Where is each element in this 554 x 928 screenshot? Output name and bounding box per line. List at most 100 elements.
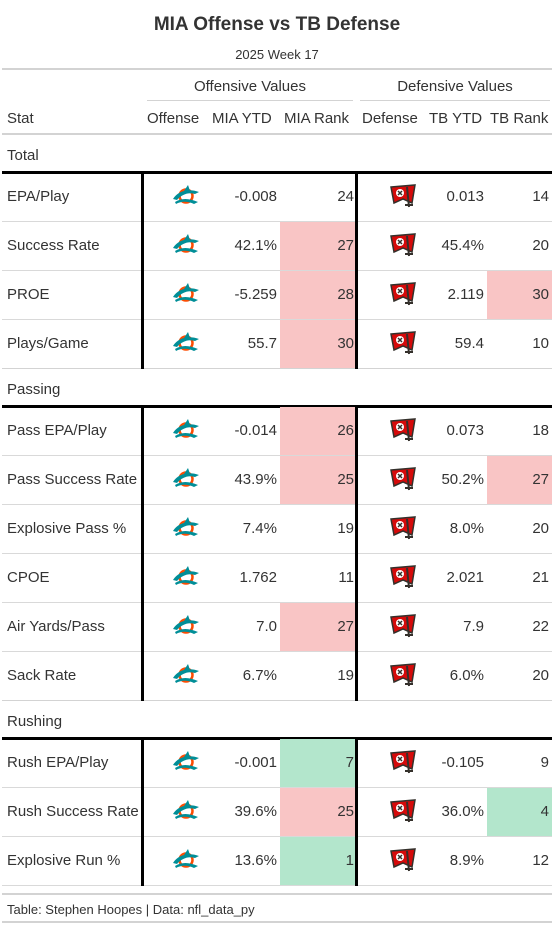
stat-name: Rush EPA/Play [7, 754, 109, 771]
mia-rank-value: 30 [280, 320, 357, 368]
mia-ytd-value: -5.259 [234, 286, 277, 303]
column-divider [141, 171, 144, 369]
mia-rank-value: 19 [337, 667, 354, 684]
dolphins-logo-icon [172, 564, 202, 595]
column-divider [355, 405, 358, 701]
table-title: MIA Offense vs TB Defense [153, 14, 401, 35]
section-rule [2, 737, 552, 740]
table-row: Rush Success Rate 39.6% 25 36.0% 4 [2, 788, 552, 837]
tb-ytd-value: -0.105 [441, 754, 484, 771]
stat-name: PROE [7, 286, 50, 303]
dolphins-logo-icon [172, 515, 202, 546]
stat-name: Explosive Run % [7, 852, 121, 869]
tb-ytd-value: 0.073 [446, 422, 484, 439]
col-tb-rank: TB Rank [490, 110, 549, 127]
stat-name: Plays/Game [7, 335, 89, 352]
section-label-total: Total [7, 147, 39, 164]
mia-ytd-value: -0.001 [234, 754, 277, 771]
dolphins-logo-icon [172, 183, 202, 214]
row-divider [2, 700, 552, 701]
table-row: Explosive Pass % 7.4% 19 8.0% 20 [2, 505, 552, 554]
table-bottom-rule [2, 893, 552, 895]
dolphins-logo-icon [172, 330, 202, 361]
buccaneers-logo-icon [388, 847, 418, 880]
dolphins-logo-icon [172, 613, 202, 644]
row-divider [2, 602, 552, 603]
row-divider [2, 455, 552, 456]
tb-ytd-value: 59.4 [454, 335, 484, 352]
mia-ytd-value: -0.014 [234, 422, 277, 439]
table-row: Pass EPA/Play -0.014 26 0.073 18 [2, 407, 552, 456]
tb-rank-value: 20 [532, 237, 549, 254]
table-row: PROE -5.259 28 2.119 30 [2, 271, 552, 320]
stat-name: Pass Success Rate [7, 471, 138, 488]
row-divider [2, 319, 552, 320]
tb-ytd-value: 36.0% [441, 803, 484, 820]
mia-ytd-value: 55.7 [247, 335, 277, 352]
buccaneers-logo-icon [388, 515, 418, 548]
tb-rank-value: 4 [487, 788, 552, 836]
dolphins-logo-icon [172, 662, 202, 693]
mia-rank-value: 7 [280, 739, 357, 787]
offensive-group-rule [147, 100, 353, 101]
row-divider [2, 270, 552, 271]
table-row: Success Rate 42.1% 27 45.4% 20 [2, 222, 552, 271]
stat-name: Rush Success Rate [7, 803, 139, 820]
mia-rank-value: 27 [280, 603, 357, 651]
mia-rank-value: 25 [280, 788, 357, 836]
section-rule [2, 171, 552, 174]
mia-rank-value: 25 [280, 456, 357, 504]
col-stat: Stat [7, 110, 34, 127]
tb-rank-value: 30 [487, 271, 552, 319]
buccaneers-logo-icon [388, 281, 418, 314]
mia-ytd-value: 7.4% [242, 520, 277, 537]
tb-rank-value: 18 [532, 422, 549, 439]
col-mia-ytd: MIA YTD [212, 110, 272, 127]
column-divider [141, 405, 144, 701]
tb-ytd-value: 45.4% [441, 237, 484, 254]
section-label-passing: Passing [7, 381, 61, 398]
mia-ytd-value: 7.0 [256, 618, 277, 635]
dolphins-logo-icon [172, 232, 202, 263]
buccaneers-logo-icon [388, 183, 418, 216]
table-row: Sack Rate 6.7% 19 6.0% 20 [2, 652, 552, 701]
defensive-values-group: Defensive Values [397, 78, 513, 95]
table-row: Rush EPA/Play -0.001 7 -0.105 9 [2, 739, 552, 788]
mia-rank-value: 24 [337, 188, 354, 205]
buccaneers-logo-icon [388, 564, 418, 597]
dolphins-logo-icon [172, 847, 202, 878]
row-divider [2, 885, 552, 886]
tb-ytd-value: 7.9 [463, 618, 484, 635]
mia-ytd-value: 43.9% [234, 471, 277, 488]
tb-ytd-value: 8.9% [449, 852, 484, 869]
mia-rank-value: 11 [338, 569, 354, 586]
tb-rank-value: 9 [540, 754, 549, 771]
mia-rank-value: 28 [280, 271, 357, 319]
row-divider [2, 787, 552, 788]
tb-ytd-value: 6.0% [449, 667, 484, 684]
row-divider [2, 368, 552, 369]
tb-rank-value: 20 [532, 667, 549, 684]
buccaneers-logo-icon [388, 466, 418, 499]
tb-rank-value: 22 [532, 618, 549, 635]
row-divider [2, 504, 552, 505]
header-bottom-rule [2, 133, 552, 135]
table-row: Explosive Run % 13.6% 1 8.9% 12 [2, 837, 552, 886]
table-row: Pass Success Rate 43.9% 25 50.2% 27 [2, 456, 552, 505]
col-mia-rank: MIA Rank [284, 110, 350, 127]
col-defense: Defense [362, 110, 418, 127]
mia-ytd-value: 13.6% [234, 852, 277, 869]
table-row: EPA/Play -0.008 24 0.013 14 [2, 173, 552, 222]
tb-rank-value: 12 [532, 852, 549, 869]
mia-ytd-value: 6.7% [242, 667, 277, 684]
column-divider [141, 737, 144, 886]
tb-rank-value: 27 [487, 456, 552, 504]
source-note: Table: Stephen Hoopes | Data: nfl_data_p… [7, 902, 255, 917]
table-row: CPOE 1.762 11 2.021 21 [2, 554, 552, 603]
defensive-group-rule [360, 100, 550, 101]
row-divider [2, 553, 552, 554]
stat-name: Air Yards/Pass [7, 618, 105, 635]
section-rule [2, 405, 552, 408]
mia-rank-value: 27 [280, 222, 357, 270]
buccaneers-logo-icon [388, 417, 418, 450]
